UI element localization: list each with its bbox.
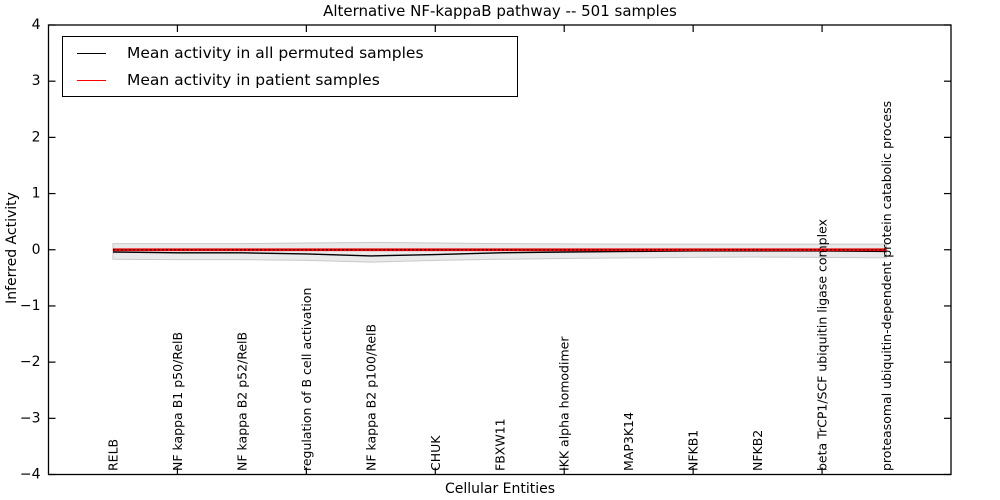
legend-line-sample-red [77, 80, 106, 81]
y-tick-label: −2 [20, 354, 41, 370]
chart-figure: RELB NF kappa B1 p50/RelB NF kappa B2 p52/… [0, 0, 1000, 500]
legend-box: Mean activity in all permuted samples Me… [62, 36, 518, 97]
x-tick-label: proteasomal ubiquitin-dependent protein … [879, 101, 894, 471]
x-tick-label: beta TrCP1/SCF ubiquitin ligase complex [815, 219, 830, 471]
y-axis-label: Inferred Activity [4, 178, 20, 318]
x-tick-label: NFKB2 [750, 430, 765, 471]
legend-label: Mean activity in patient samples [127, 71, 380, 89]
legend-item-patient: Mean activity in patient samples [63, 70, 517, 90]
x-tick-label: CHUK [428, 435, 443, 471]
legend-line-sample-black [77, 53, 106, 54]
x-tick-label: NFKB1 [686, 430, 701, 471]
y-tick-label: −3 [20, 410, 41, 426]
x-tick-label: NF kappa B1 p50/RelB [170, 332, 185, 471]
x-tick-label: NF kappa B2 p100/RelB [363, 324, 378, 471]
x-tick-label: NF kappa B2 p52/RelB [234, 332, 249, 471]
series-line-mean-activity-in-all-permuted-samples [113, 251, 887, 256]
x-tick-label: IKK alpha homodimer [557, 336, 572, 471]
legend-item-permuted: Mean activity in all permuted samples [63, 43, 517, 63]
x-tick-label: FBXW11 [492, 418, 507, 471]
x-axis-label: Cellular Entities [0, 481, 1000, 497]
x-tick-label: regulation of B cell activation [299, 288, 314, 471]
chart-title: Alternative NF-kappaB pathway -- 501 sam… [0, 2, 1000, 20]
legend-label: Mean activity in all permuted samples [127, 44, 424, 62]
y-tick-label: 2 [32, 129, 41, 145]
permuted-range-band [113, 242, 887, 262]
y-tick-label: 3 [32, 73, 41, 89]
x-tick-label: RELB [105, 439, 120, 471]
y-tick-label: −1 [20, 298, 41, 314]
y-tick-label: 0 [32, 242, 41, 258]
y-tick-label: 1 [32, 186, 41, 202]
x-tick-label: MAP3K14 [621, 412, 636, 471]
